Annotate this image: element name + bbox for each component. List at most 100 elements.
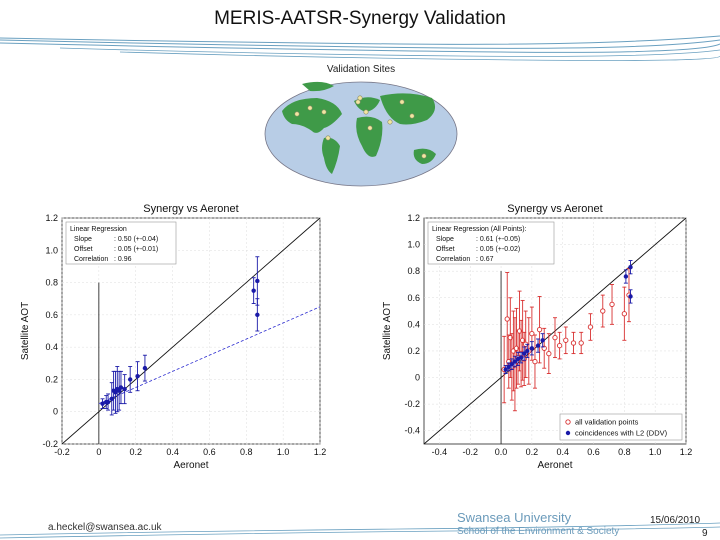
data-point <box>113 390 118 395</box>
legend-label: Correlation <box>74 256 108 263</box>
data-point <box>609 301 615 308</box>
y-tick-label: 0 <box>415 373 420 383</box>
plot-content <box>62 218 320 444</box>
legend-label: Offset <box>436 246 455 253</box>
site-marker <box>367 125 373 131</box>
site-marker <box>399 99 405 105</box>
header-decoration <box>0 35 720 61</box>
legend-all-points: all validation points <box>575 418 639 427</box>
legend-label: Correlation <box>436 256 470 263</box>
site-marker <box>421 153 427 159</box>
y-tick-label: 0 <box>53 407 58 417</box>
site-marker <box>294 111 300 117</box>
legend-label: Slope <box>436 236 454 243</box>
data-point <box>628 264 633 270</box>
regression-line <box>98 306 320 405</box>
page-number: 9 <box>702 528 708 539</box>
data-point <box>556 342 563 349</box>
y-tick-label: 0.4 <box>45 342 58 352</box>
data-point <box>563 337 569 343</box>
data-point <box>127 377 133 382</box>
y-axis-label: Satellite AOT <box>382 302 393 360</box>
legend-header: Linear Regression (All Points): <box>432 226 527 233</box>
x-tick-label: 1.0 <box>649 447 662 457</box>
x-tick-label: 0.6 <box>203 447 216 457</box>
x-tick-label: 0.8 <box>240 447 253 457</box>
y-tick-label: 0.2 <box>45 374 58 384</box>
data-point <box>109 396 114 401</box>
slide-date: 15/06/2010 <box>650 515 701 526</box>
data-point <box>570 340 577 346</box>
data-point <box>578 340 584 346</box>
south-america <box>322 137 340 174</box>
x-tick-label: 0.2 <box>129 447 142 457</box>
data-point <box>255 312 260 318</box>
x-tick-label: 1.0 <box>277 447 290 457</box>
legend-marker-all <box>565 419 571 425</box>
one-to-one-line <box>62 218 320 444</box>
slide-header: MERIS-AATSR-Synergy Validation <box>0 0 720 61</box>
regression-legend: Linear Regression (All Points): Slope : 0.… <box>427 221 555 265</box>
legend-value: : 0.61 (+-0.05) <box>476 236 520 243</box>
data-point <box>512 359 518 364</box>
x-tick-label: 1.2 <box>680 447 693 457</box>
site-marker <box>363 109 369 115</box>
world-map <box>264 81 458 187</box>
x-tick-label: 0.0 <box>495 447 508 457</box>
africa <box>356 116 383 157</box>
series-legend: all validation points coincidences with L… <box>559 413 683 441</box>
x-tick-label: 1.2 <box>314 447 327 457</box>
data-point <box>521 351 527 356</box>
x-tick-label: 0.2 <box>526 447 539 457</box>
x-tick-label: -0.2 <box>54 447 70 457</box>
data-point <box>552 334 558 341</box>
data-point <box>504 316 510 322</box>
legend-box <box>427 221 555 265</box>
data-point <box>540 338 545 343</box>
data-point <box>529 346 535 351</box>
y-tick-label: 1.0 <box>407 240 420 250</box>
legend-value: : 0.67 <box>476 256 494 263</box>
data-point <box>621 311 628 317</box>
data-point <box>506 364 511 370</box>
chart-right: Synergy vs Aeronet -0.4 -0.2 0.0 0.2 0.4 0.6 0.… <box>380 194 708 480</box>
map-title: Validation Sites <box>326 64 396 75</box>
chart-title: Synergy vs Aeronet <box>143 203 238 215</box>
y-tick-label: 0.8 <box>407 266 420 276</box>
legend-marker-ddv <box>565 430 571 436</box>
asia <box>380 93 436 125</box>
site-marker <box>321 109 327 115</box>
school-name: School of the Environment & Society <box>457 526 620 537</box>
data-point <box>509 362 515 367</box>
x-tick-label: -0.4 <box>432 447 448 457</box>
y-tick-label: 1.2 <box>407 213 420 223</box>
data-point <box>251 288 256 293</box>
data-point <box>546 350 552 357</box>
scatter-chart-left: Synergy vs Aeronet -0.2 0 0.2 0.4 0.6 0.8 1.0 1.… <box>20 203 327 471</box>
site-marker <box>325 135 331 141</box>
x-tick-label: 0.8 <box>618 447 631 457</box>
y-tick-label: -0.2 <box>42 439 58 449</box>
north-america <box>282 98 342 133</box>
scatter-chart-right: Synergy vs Aeronet -0.4 -0.2 0.0 0.2 0.4 0.6 0.… <box>382 203 693 471</box>
data-point <box>623 274 629 279</box>
legend-label: Slope <box>74 236 92 243</box>
data-point <box>518 355 524 360</box>
data-point <box>525 348 530 354</box>
contact-email[interactable]: a.heckel@swansea.ac.uk <box>48 522 162 533</box>
legend-value: : 0.96 <box>114 256 132 263</box>
footer-decoration <box>0 522 720 539</box>
data-point <box>118 385 124 390</box>
slide-footer <box>0 505 720 540</box>
y-tick-label: 0.2 <box>407 346 420 356</box>
validation-sites-map: Validation Sites <box>262 64 460 188</box>
data-point <box>142 365 148 371</box>
data-point <box>105 399 111 405</box>
y-tick-label: -0.2 <box>404 399 420 409</box>
data-point <box>122 386 127 392</box>
x-tick-label: 0.4 <box>166 447 179 457</box>
x-axis-label: Aeronet <box>537 460 572 471</box>
y-tick-label: 1.2 <box>45 213 58 223</box>
data-point <box>600 308 606 314</box>
y-tick-label: 1.0 <box>45 245 58 255</box>
